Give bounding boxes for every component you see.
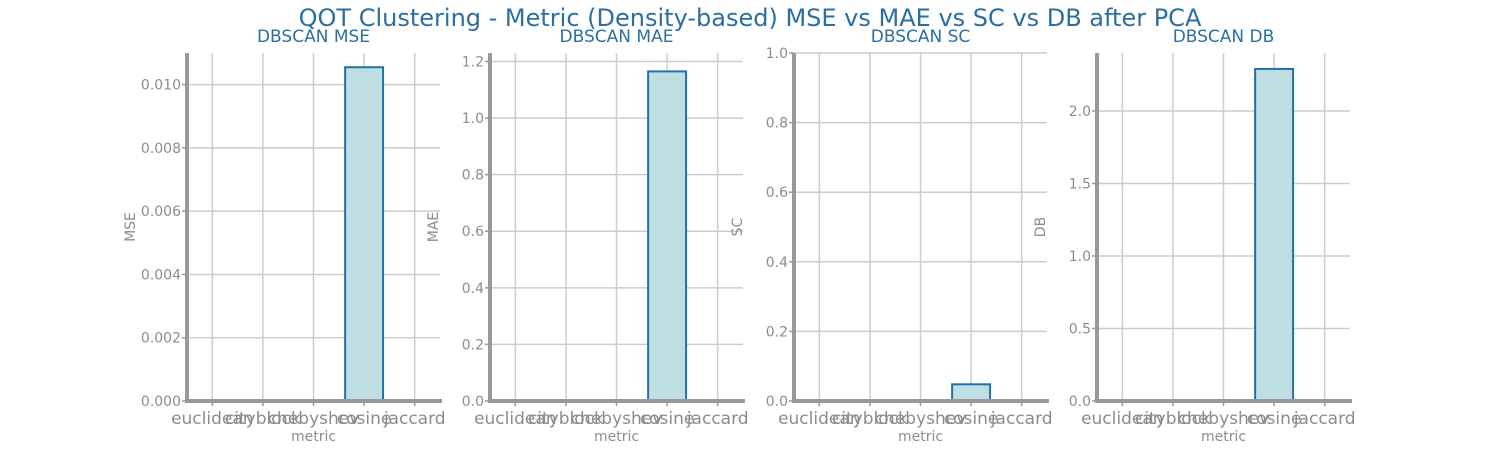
bar-cosine — [1254, 67, 1295, 402]
y-tick-label: 1.0 — [766, 46, 788, 62]
x-axis-label: metric — [291, 429, 336, 445]
x-tick-label: cosine — [640, 409, 695, 429]
y-tick-label: 0.5 — [1069, 322, 1091, 338]
x-tick-label: jaccard — [990, 409, 1053, 429]
x-axis-label: metric — [594, 429, 639, 445]
y-tick-label: 1.5 — [1069, 177, 1091, 193]
y-tick-label: 0.002 — [141, 331, 181, 347]
y-tick-label: 2.0 — [1069, 104, 1091, 120]
x-tick-label: cosine — [944, 409, 999, 429]
y-tick-label: 0.4 — [766, 255, 788, 271]
bar-cosine — [951, 383, 992, 402]
y-tick-label: 0.8 — [462, 168, 484, 184]
x-tick-label: cityblock — [832, 409, 908, 429]
y-tick-label: 0.2 — [766, 324, 788, 340]
y-tick-label: 0.006 — [141, 204, 181, 220]
x-axis-label: metric — [1201, 429, 1246, 445]
figure-title: QOT Clustering - Metric (Density-based) … — [298, 4, 1202, 32]
bar-cosine — [344, 66, 385, 403]
x-tick-label: euclidean — [474, 409, 556, 429]
chart-title: DBSCAN DB — [1173, 27, 1275, 47]
chart-panel-3: 0.0 0.2 0.4 0.6 0.8 1.0 euclideancityblockcheb… — [730, 27, 1053, 445]
x-tick-label: chebyshev — [571, 409, 663, 429]
x-tick-label: cosine — [1247, 409, 1302, 429]
x-tick-label: chebyshev — [268, 409, 360, 429]
x-tick-label: jaccard — [1293, 409, 1356, 429]
chart-title: DBSCAN SC — [871, 27, 971, 47]
x-tick-label: euclidean — [778, 409, 860, 429]
x-tick-label: cityblock — [1135, 409, 1211, 429]
y-tick-label: 0.2 — [462, 337, 484, 353]
x-tick-label: euclidean — [1081, 409, 1163, 429]
x-tick-label: jaccard — [383, 409, 446, 429]
y-tick-label: 0.008 — [141, 141, 181, 157]
y-tick-label: 0.0 — [766, 394, 788, 410]
chart-title: DBSCAN MAE — [560, 27, 674, 47]
y-tick-label: 1.0 — [1069, 249, 1091, 265]
y-tick-label: 0.8 — [766, 116, 788, 132]
y-tick-label: 0.004 — [141, 267, 181, 283]
chart-panel-4: 0.0 0.5 1.0 1.5 2.0 euclideancityblockchebysh… — [1033, 27, 1356, 445]
y-tick-label: 0.4 — [462, 281, 484, 297]
x-axis-label: metric — [898, 429, 943, 445]
x-tick-label: chebyshev — [875, 409, 967, 429]
y-tick-label: 1.2 — [462, 54, 484, 70]
y-axis-label: MAE — [426, 212, 442, 243]
x-tick-label: cityblock — [528, 409, 604, 429]
x-tick-label: jaccard — [686, 409, 749, 429]
chart-panel-1: 0.0000.0020.0040.0060.0080.010euclideanc… — [123, 27, 446, 445]
x-tick-label: cityblock — [225, 409, 301, 429]
y-tick-label: 0.0 — [1069, 394, 1091, 410]
y-axis-label: DB — [1033, 217, 1049, 237]
y-tick-label: 0.0 — [462, 394, 484, 410]
x-tick-label: euclidean — [171, 409, 253, 429]
chart-panel-2: 0.00.20.40.60.81.01.2euclideancityblockc… — [426, 27, 749, 445]
y-tick-label: 0.6 — [766, 185, 788, 201]
chart-title: DBSCAN MSE — [257, 27, 370, 47]
y-tick-label: 0.000 — [141, 394, 181, 410]
x-tick-label: chebyshev — [1178, 409, 1270, 429]
y-tick-label: 0.010 — [141, 78, 181, 94]
y-axis-label: MSE — [123, 212, 139, 242]
x-tick-label: cosine — [337, 409, 392, 429]
y-axis-label: SC — [730, 217, 746, 236]
bar-cosine — [647, 70, 688, 402]
y-tick-label: 1.0 — [462, 111, 484, 127]
y-tick-label: 0.6 — [462, 224, 484, 240]
